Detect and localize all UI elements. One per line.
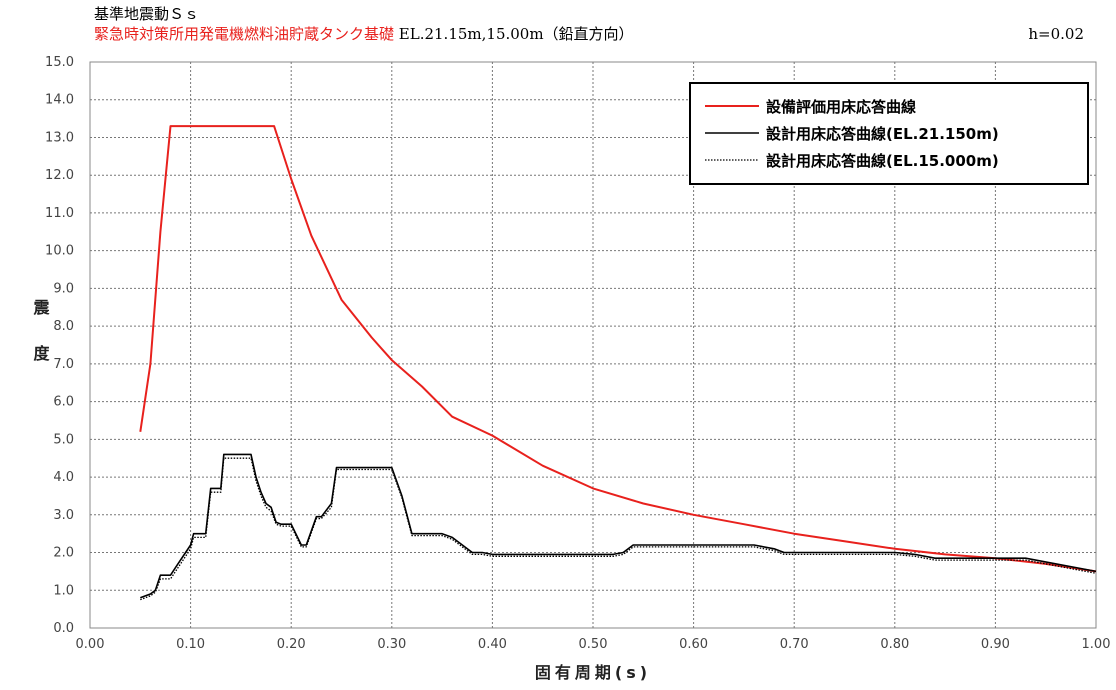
y-tick-label: 13.0: [45, 130, 74, 145]
y-tick-label: 1.0: [53, 583, 74, 598]
series-lines: [139, 125, 1097, 601]
y-tick-label: 5.0: [53, 432, 74, 447]
damping-label: h=0.02: [1028, 25, 1084, 43]
legend-label: 設計用床応答曲線(EL.15.000m): [766, 152, 999, 170]
chart-header: 基準地震動Ｓｓ 緊急時対策所用発電機燃料油貯蔵タンク基礎 EL.21.15m,1…: [94, 4, 1094, 48]
x-axis-label: 固有周期(s): [535, 663, 651, 682]
y-tick-label: 7.0: [53, 357, 74, 372]
y-tick-label: 6.0: [53, 395, 74, 410]
y-tick-label: 2.0: [53, 546, 74, 561]
y-tick-label: 15.0: [45, 55, 74, 70]
chart-subtitle: 緊急時対策所用発電機燃料油貯蔵タンク基礎 EL.21.15m,15.00m（鉛直…: [94, 24, 634, 44]
x-tick-label: 1.00: [1082, 637, 1111, 652]
legend-label: 設備評価用床応答曲線: [766, 98, 916, 116]
y-tick-label: 4.0: [53, 470, 74, 485]
y-tick-label: 11.0: [45, 206, 74, 221]
y-tick-label: 9.0: [53, 281, 74, 296]
series-line-3: [140, 457, 1097, 601]
x-tick-label: 0.40: [478, 637, 507, 652]
x-tick-label: 0.00: [76, 637, 105, 652]
x-tick-label: 0.80: [880, 637, 909, 652]
grid: [89, 61, 1097, 629]
x-tick-label: 0.30: [377, 637, 406, 652]
axes: 0.00 0.10 0.20 0.30 0.40 0.50 0.60 0.70 0.80 0.90…: [31, 55, 1111, 682]
subtitle-elevation: EL.21.15m,15.00m（鉛直方向）: [394, 25, 634, 43]
y-tick-label: 0.0: [53, 621, 74, 636]
x-tick-label: 0.90: [981, 637, 1010, 652]
legend-label: 設計用床応答曲線(EL.21.150m): [766, 125, 999, 143]
y-tick-label: 10.0: [45, 244, 74, 259]
x-tick-label: 0.70: [780, 637, 809, 652]
x-tick-label: 0.20: [277, 637, 306, 652]
y-axis-label: 震度: [31, 299, 51, 391]
y-tick-label: 8.0: [53, 319, 74, 334]
series-line-2: [140, 453, 1097, 599]
y-tick-label: 12.0: [45, 168, 74, 183]
x-tick-label: 0.50: [579, 637, 608, 652]
x-tick-label: 0.10: [176, 637, 205, 652]
series-line-1: [139, 125, 1097, 573]
subtitle-structure: 緊急時対策所用発電機燃料油貯蔵タンク基礎: [94, 25, 395, 43]
chart-title: 基準地震動Ｓｓ: [94, 5, 200, 23]
y-tick-label: 3.0: [53, 508, 74, 523]
y-tick-label: 14.0: [45, 93, 74, 108]
x-tick-label: 0.60: [679, 637, 708, 652]
